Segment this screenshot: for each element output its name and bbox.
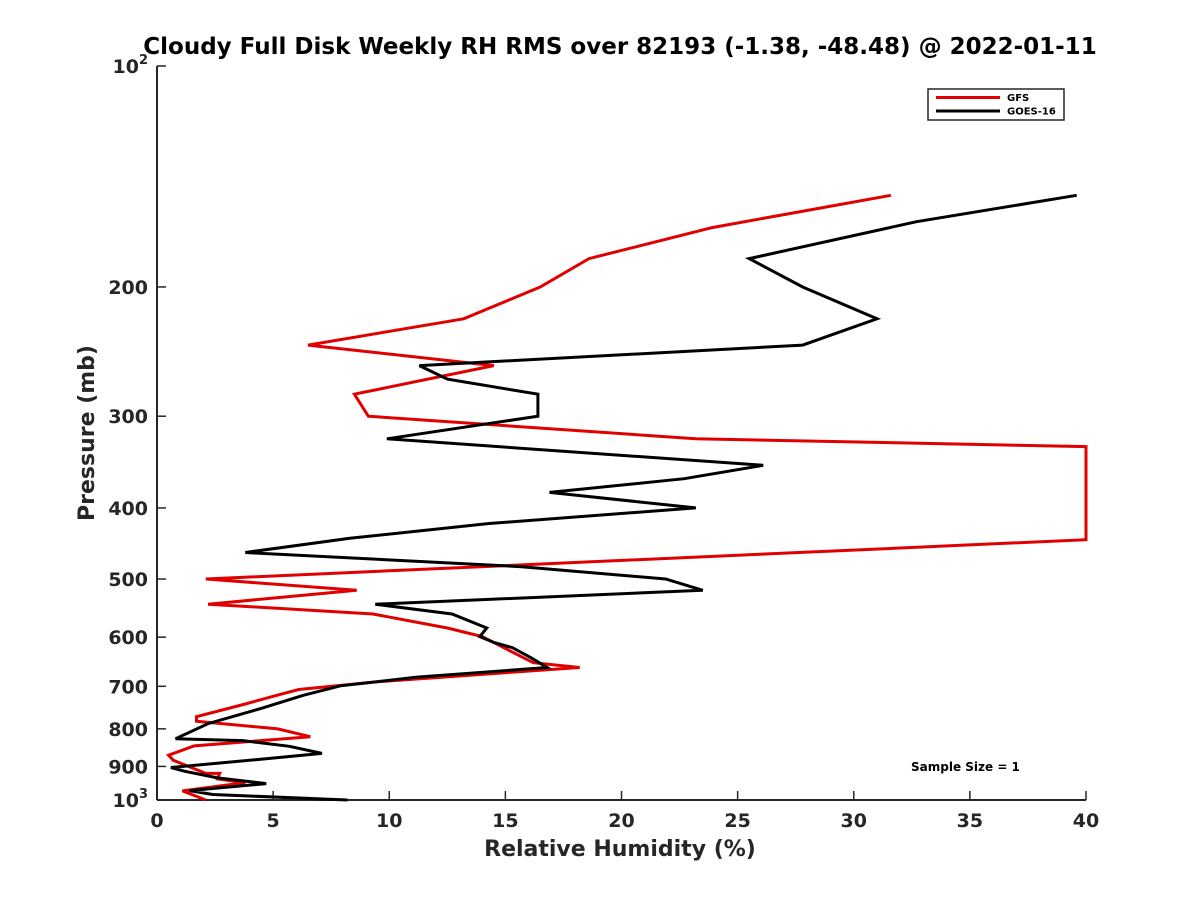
y-tick-label: 800 (108, 719, 148, 741)
series-line-gfs (165, 193, 1088, 802)
x-tick-label: 30 (841, 810, 867, 832)
sample-size-annotation: Sample Size = 1 (911, 760, 1020, 774)
chart-title: Cloudy Full Disk Weekly RH RMS over 8219… (143, 34, 1096, 60)
x-tick-label: 20 (608, 810, 634, 832)
axes: 0 5 10 15 20 25 30 35 40 102 200 300 400 500 600 700 800… (108, 53, 1099, 832)
x-tick-label: 5 (267, 810, 280, 832)
x-tick-label: 25 (724, 810, 750, 832)
series-layer (165, 193, 1088, 802)
x-tick-label: 35 (957, 810, 983, 832)
legend: GFS GOES-16 (927, 88, 1065, 121)
y-tick-label: 900 (108, 756, 148, 778)
series-line-goes16 (170, 193, 1077, 802)
x-axis-label: Relative Humidity (%) (484, 837, 756, 862)
x-tick-label: 15 (492, 810, 518, 832)
y-axis-label: Pressure (mb) (75, 345, 100, 521)
legend-box (927, 88, 1065, 121)
y-tick-label: 200 (108, 277, 148, 299)
y-tick-label: 102 (113, 53, 149, 78)
y-tick-label: 300 (108, 406, 148, 428)
x-tick-label: 10 (376, 810, 402, 832)
x-tick-label: 40 (1073, 810, 1099, 832)
legend-label-goes16: GOES-16 (1007, 107, 1056, 118)
y-tick-label: 600 (108, 627, 148, 649)
y-tick-label: 400 (108, 498, 148, 520)
y-tick-label: 103 (113, 787, 149, 812)
x-tick-label: 0 (150, 810, 163, 832)
y-tick-label: 500 (108, 569, 148, 591)
y-tick-label: 700 (108, 676, 148, 698)
legend-label-gfs: GFS (1007, 93, 1029, 104)
